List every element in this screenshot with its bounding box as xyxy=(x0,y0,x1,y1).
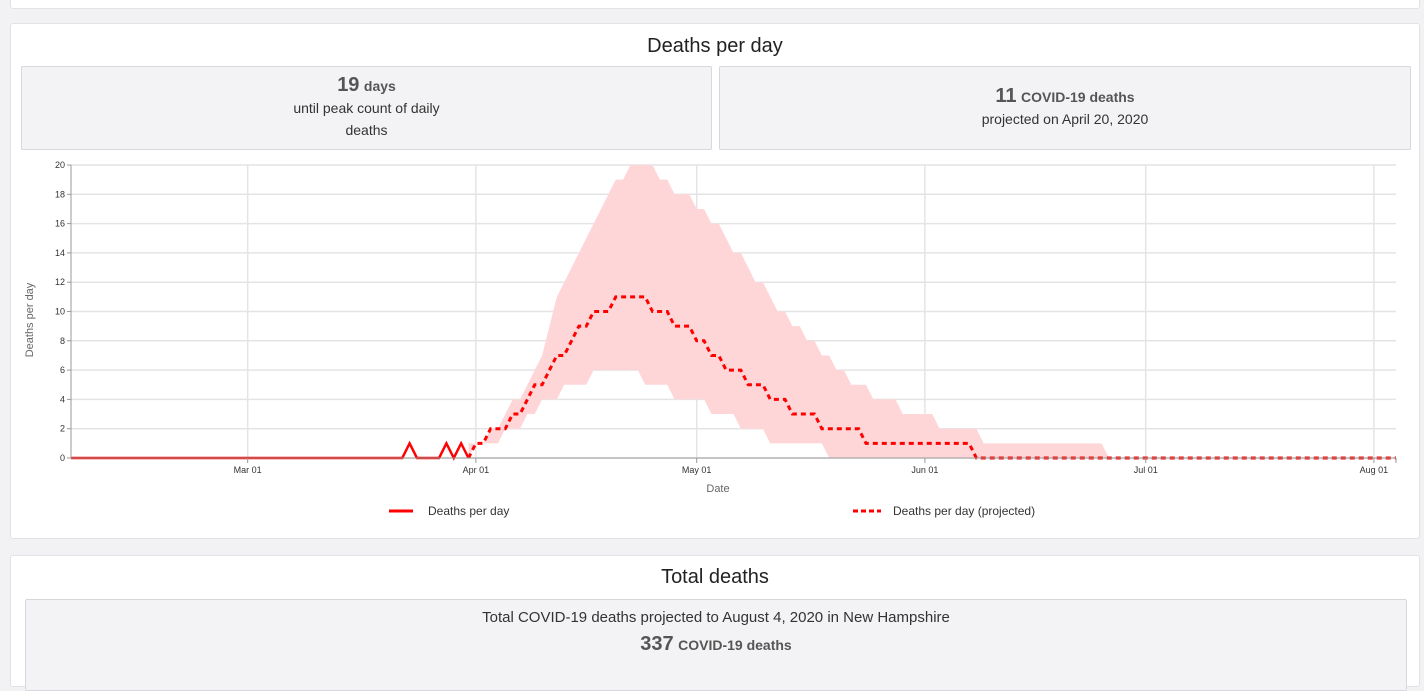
legend: Deaths per day Deaths per day (projected… xyxy=(389,504,1035,518)
y-tick-label: 4 xyxy=(60,394,65,404)
projected-deaths-card: 11 COVID-19 deaths projected on April 20… xyxy=(719,66,1411,150)
x-tick-label: Mar 01 xyxy=(234,465,262,475)
y-tick-label: 14 xyxy=(55,248,65,258)
x-tick-label: Jun 01 xyxy=(911,465,938,475)
deaths-per-day-chart: 0 2 4 6 8 10 12 14 16 18 20 Mar 01 Apr 01 May 01 Jun 0… xyxy=(24,160,1397,518)
legend-label-projected: Deaths per day (projected) xyxy=(893,504,1035,518)
stat-text: deaths xyxy=(345,122,388,138)
y-tick-label: 20 xyxy=(55,160,65,170)
y-tick-label: 2 xyxy=(60,424,65,434)
total-value: 337 xyxy=(640,633,674,655)
y-tick-label: 6 xyxy=(60,365,65,375)
deaths-per-day-panel: Deaths per day 19 days until peak count … xyxy=(10,23,1420,539)
stat-text: projected on April 20, 2020 xyxy=(981,111,1149,127)
total-text: Total COVID-19 deaths projected to Augus… xyxy=(482,609,950,626)
y-tick-label: 8 xyxy=(60,336,65,346)
stat-value: 19 xyxy=(337,74,360,96)
y-tick-label: 12 xyxy=(55,277,65,287)
x-tick-label: Jul 01 xyxy=(1134,465,1158,475)
projection-uncertainty-band xyxy=(468,165,1396,458)
stat-unit: days xyxy=(363,78,396,94)
x-axis-label: Date xyxy=(706,483,729,495)
x-tick-label: Aug 01 xyxy=(1360,465,1389,475)
x-tick-label: May 01 xyxy=(682,465,712,475)
y-tick-label: 18 xyxy=(55,189,65,199)
panel-title: Total deaths xyxy=(661,566,769,588)
legend-label-observed: Deaths per day xyxy=(428,504,509,518)
previous-panel xyxy=(10,0,1420,9)
series-line-projected xyxy=(467,295,1396,460)
series-line-observed xyxy=(71,440,470,461)
x-tick-label: Apr 01 xyxy=(463,465,490,475)
stat-value: 11 xyxy=(995,85,1017,107)
days-until-peak-card: 19 days until peak count of daily deaths xyxy=(21,66,712,150)
y-tick-label: 16 xyxy=(55,219,65,229)
y-tick-label: 10 xyxy=(55,307,65,317)
stat-text: until peak count of daily xyxy=(293,100,440,116)
panel-title: Deaths per day xyxy=(647,35,783,57)
y-tick-label: 0 xyxy=(60,453,65,463)
total-unit: COVID-19 deaths xyxy=(678,637,792,653)
stat-unit: COVID-19 deaths xyxy=(1021,89,1135,105)
y-axis-label: Deaths per day xyxy=(24,282,36,357)
